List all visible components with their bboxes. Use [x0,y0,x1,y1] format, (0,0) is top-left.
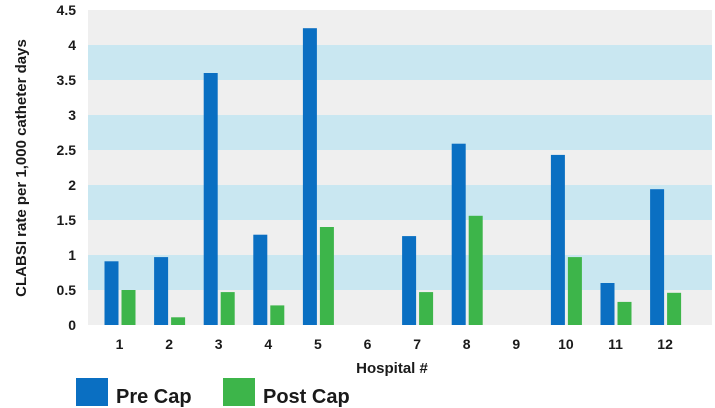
y-axis-title: CLABSI rate per 1,000 catheter days [13,39,30,297]
bar-post-cap-5 [319,227,334,325]
y-axis-ticks: 0 0.5 1 1.5 2 2.5 3 3.5 4 4.5 [57,2,77,333]
x-tick-label: 2 [165,336,173,352]
x-tick-label: 11 [608,336,623,352]
grid-band [88,80,712,115]
bar-pre-cap-1 [104,261,119,325]
bar-pre-cap-3 [203,73,218,325]
bar-post-cap-1 [121,290,136,325]
x-tick-label: 10 [558,336,574,352]
bar-pre-cap-10 [550,154,565,325]
x-tick-label: 7 [413,336,421,352]
y-tick-label: 1.5 [57,212,77,228]
bar-pre-cap-7 [402,236,417,325]
bar-post-cap-8 [468,215,483,325]
legend: Pre Cap Post Cap [76,378,350,408]
x-tick-label: 6 [364,336,372,352]
y-tick-label: 3 [68,107,76,123]
x-tick-label: 5 [314,336,322,352]
grid-band [88,185,712,220]
bar-post-cap-12 [667,292,682,325]
bar-post-cap-7 [419,292,434,325]
legend-swatch-post-cap [223,378,255,406]
bar-pre-cap-8 [451,143,466,325]
x-tick-label: 8 [463,336,471,352]
grid-band [88,150,712,185]
legend-label-post-cap: Post Cap [263,386,350,408]
bar-post-cap-10 [567,257,582,325]
grid-band [88,115,712,150]
legend-label-pre-cap: Pre Cap [116,386,192,408]
bar-pre-cap-5 [302,28,317,325]
y-tick-label: 3.5 [57,72,77,88]
grid-band [88,255,712,290]
y-tick-label: 4.5 [57,2,77,18]
bar-post-cap-2 [171,317,186,325]
bar-pre-cap-11 [600,283,615,325]
grid-band [88,45,712,80]
x-axis-title: Hospital # [356,360,428,377]
bar-post-cap-4 [270,305,285,325]
y-tick-label: 0 [68,317,76,333]
bar-post-cap-11 [617,301,632,325]
x-tick-label: 9 [512,336,520,352]
x-tick-label: 12 [657,336,673,352]
grid-band [88,220,712,255]
y-tick-label: 0.5 [57,282,77,298]
x-tick-label: 1 [116,336,124,352]
bar-pre-cap-12 [650,189,665,325]
x-axis-ticks: 1 2 3 4 5 6 7 8 9 10 11 12 [116,336,673,352]
bar-pre-cap-2 [154,257,169,325]
bars-group [104,28,682,325]
x-tick-label: 4 [264,336,272,352]
bar-pre-cap-4 [253,234,268,325]
x-tick-label: 3 [215,336,223,352]
bar-post-cap-3 [220,292,235,325]
plot-background-bands [88,10,712,325]
grid-band [88,10,712,45]
y-tick-label: 2.5 [57,142,77,158]
y-tick-label: 4 [68,37,76,53]
legend-swatch-pre-cap [76,378,108,406]
y-tick-label: 1 [68,247,76,263]
y-tick-label: 2 [68,177,76,193]
